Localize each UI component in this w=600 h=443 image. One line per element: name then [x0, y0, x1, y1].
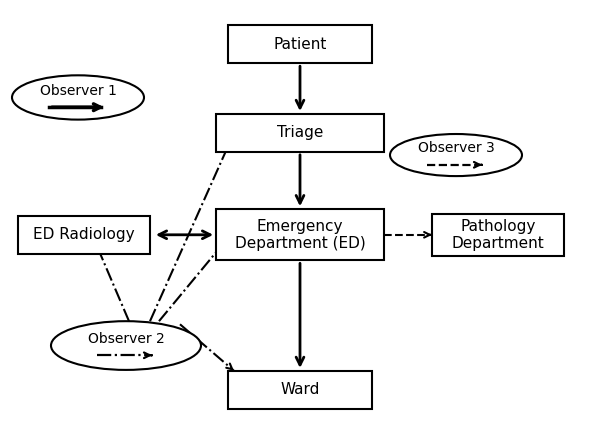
Text: Pathology
Department: Pathology Department [452, 218, 544, 251]
Ellipse shape [51, 321, 201, 370]
FancyBboxPatch shape [18, 216, 150, 253]
FancyBboxPatch shape [432, 214, 564, 256]
Text: Observer 1: Observer 1 [40, 84, 116, 98]
Text: Observer 3: Observer 3 [418, 141, 494, 155]
Text: ED Radiology: ED Radiology [33, 227, 135, 242]
Text: Triage: Triage [277, 125, 323, 140]
Text: Patient: Patient [274, 37, 326, 52]
Text: Observer 2: Observer 2 [88, 332, 164, 346]
Ellipse shape [12, 75, 144, 120]
FancyBboxPatch shape [228, 371, 372, 408]
Text: Emergency
Department (ED): Emergency Department (ED) [235, 218, 365, 251]
FancyBboxPatch shape [228, 26, 372, 63]
FancyBboxPatch shape [216, 210, 384, 260]
FancyBboxPatch shape [216, 114, 384, 152]
Ellipse shape [390, 134, 522, 176]
Text: Ward: Ward [280, 382, 320, 397]
